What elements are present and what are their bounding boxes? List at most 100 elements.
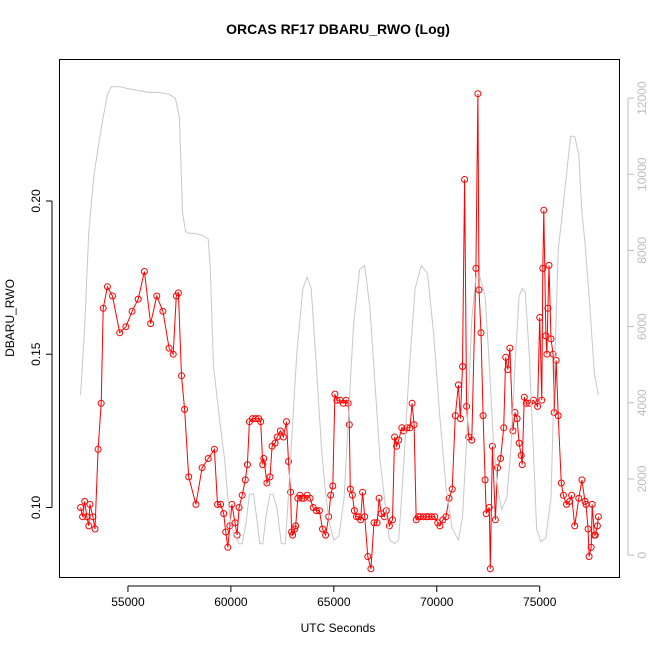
data-point-182 — [571, 522, 579, 530]
data-point-49 — [257, 418, 265, 426]
data-point-18 — [147, 320, 155, 328]
data-point-58 — [279, 433, 287, 441]
data-point-164 — [536, 314, 544, 321]
data-point-149 — [500, 424, 508, 432]
data-point-44 — [243, 461, 251, 469]
y2-tick-label: 4000 — [635, 389, 649, 416]
data-point-22 — [169, 350, 177, 358]
data-point-113 — [410, 421, 418, 429]
data-point-165 — [538, 396, 546, 404]
data-point-187 — [584, 525, 592, 533]
data-point-97 — [370, 519, 378, 527]
data-point-115 — [414, 513, 422, 521]
data-point-128 — [451, 412, 459, 420]
data-point-31 — [210, 445, 218, 453]
data-point-178 — [559, 491, 567, 499]
data-point-139 — [477, 329, 485, 337]
y2-tick-label: 6000 — [635, 313, 649, 340]
data-point-41 — [235, 504, 243, 511]
data-point-166 — [539, 264, 547, 272]
data-point-110 — [403, 424, 411, 432]
data-point-47 — [252, 415, 260, 423]
data-point-107 — [395, 436, 403, 444]
data-point-121 — [431, 513, 439, 521]
data-point-76 — [322, 531, 330, 539]
data-point-10 — [99, 304, 107, 312]
data-point-130 — [456, 415, 464, 423]
data-point-30 — [204, 455, 212, 462]
chart-title: ORCAS RF17 DBARU_RWO (Log) — [226, 21, 450, 37]
data-point-120 — [428, 513, 436, 521]
y-tick-label: 0.10 — [29, 496, 43, 520]
data-point-52 — [263, 479, 271, 487]
data-point-141 — [481, 476, 489, 484]
data-point-183 — [575, 494, 583, 502]
data-point-146 — [491, 516, 499, 524]
data-point-193 — [593, 522, 601, 530]
data-point-118 — [423, 513, 430, 521]
data-point-19 — [153, 292, 161, 300]
data-point-143 — [485, 504, 493, 511]
data-point-117 — [419, 513, 427, 521]
data-point-123 — [436, 522, 444, 530]
x-tick-label: 70000 — [420, 595, 454, 609]
x-tick-label: 75000 — [523, 595, 557, 609]
data-point-15 — [128, 307, 136, 315]
y-tick-label: 0.15 — [29, 342, 43, 366]
plot-area — [77, 86, 602, 573]
data-point-151 — [504, 366, 512, 374]
x-tick-label: 55000 — [111, 595, 145, 609]
data-point-0 — [77, 504, 85, 511]
data-point-194 — [594, 513, 602, 521]
data-point-188 — [585, 553, 593, 560]
data-point-125 — [442, 513, 450, 521]
data-point-2 — [81, 497, 89, 505]
data-point-96 — [367, 565, 375, 573]
x-axis-label: UTC Seconds — [301, 621, 376, 635]
data-point-190 — [588, 500, 596, 508]
data-point-11 — [103, 283, 111, 291]
data-point-79 — [329, 482, 337, 490]
y-axis-right: 0 2000 4000 6000 8000 10000 12000 — [627, 81, 649, 558]
data-point-158 — [518, 461, 526, 469]
data-point-180 — [566, 497, 574, 505]
data-point-136 — [472, 264, 480, 272]
data-point-101 — [380, 513, 388, 521]
data-point-167 — [540, 206, 548, 214]
data-point-155 — [513, 415, 521, 423]
data-point-162 — [530, 396, 537, 404]
data-point-39 — [231, 519, 239, 527]
data-point-148 — [497, 455, 505, 462]
data-point-5 — [86, 500, 94, 508]
data-point-17 — [140, 268, 148, 275]
data-point-51 — [260, 455, 268, 462]
series-line-1 — [80, 86, 599, 545]
data-point-112 — [408, 399, 416, 407]
data-point-4 — [85, 522, 93, 530]
data-point-80 — [331, 390, 339, 398]
data-point-81 — [333, 396, 341, 404]
data-point-132 — [461, 176, 469, 183]
data-point-177 — [557, 479, 565, 487]
data-point-154 — [511, 409, 519, 416]
data-point-98 — [373, 519, 381, 527]
data-point-173 — [549, 350, 557, 358]
y-axis-left: 0.10 0.15 0.20 — [29, 189, 53, 520]
data-point-32 — [214, 500, 221, 508]
data-point-94 — [361, 513, 369, 521]
series-line-0 — [80, 93, 599, 569]
data-point-53 — [266, 473, 274, 481]
data-point-40 — [233, 531, 241, 539]
plot-frame — [59, 59, 620, 578]
data-point-153 — [509, 427, 517, 435]
data-point-106 — [393, 442, 401, 450]
y-axis-label: DBARU_RWO — [3, 279, 17, 357]
data-point-34 — [220, 510, 228, 518]
data-point-8 — [94, 445, 102, 453]
data-point-24 — [174, 289, 182, 297]
data-point-181 — [568, 491, 576, 499]
data-point-21 — [165, 344, 173, 352]
data-point-9 — [97, 399, 105, 407]
data-point-14 — [122, 323, 130, 331]
